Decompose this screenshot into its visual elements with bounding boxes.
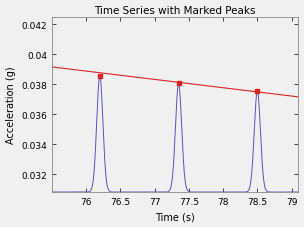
Title: Time Series with Marked Peaks: Time Series with Marked Peaks [95, 5, 256, 15]
Y-axis label: Acceleration (g): Acceleration (g) [5, 66, 16, 143]
X-axis label: Time (s): Time (s) [155, 212, 195, 222]
